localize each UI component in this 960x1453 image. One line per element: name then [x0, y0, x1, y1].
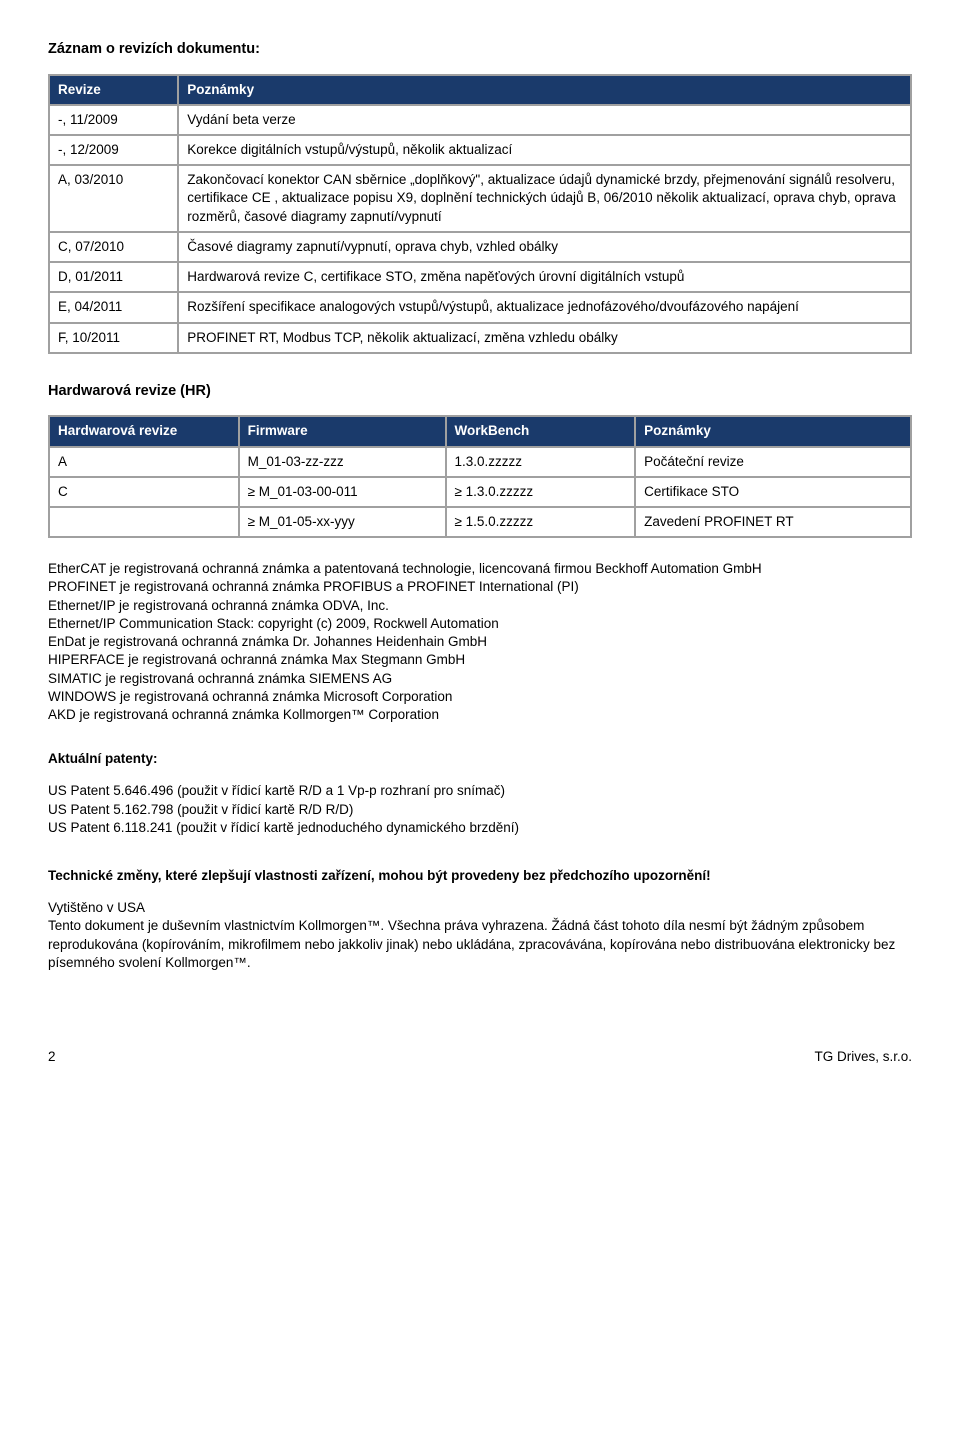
hr-c1: ≥ M_01-05-xx-yyy [239, 507, 446, 537]
rev-cell: -, 12/2009 [49, 135, 178, 165]
trademark-line: EtherCAT je registrovaná ochranná známka… [48, 560, 912, 578]
hr-th-2: WorkBench [446, 416, 636, 446]
patent-line: US Patent 6.118.241 (použit v řídicí kar… [48, 819, 912, 837]
patents-title: Aktuální patenty: [48, 750, 912, 768]
hr-th-3: Poznámky [635, 416, 911, 446]
hr-c1: M_01-03-zz-zzz [239, 447, 446, 477]
hr-c0: A [49, 447, 239, 477]
hr-th-0: Hardwarová revize [49, 416, 239, 446]
hr-c2: ≥ 1.3.0.zzzzz [446, 477, 636, 507]
rev-cell: A, 03/2010 [49, 165, 178, 232]
trademark-line: EnDat je registrovaná ochranná známka Dr… [48, 633, 912, 651]
rev-cell: D, 01/2011 [49, 262, 178, 292]
revisions-th-rev: Revize [49, 75, 178, 105]
rev-cell: E, 04/2011 [49, 292, 178, 322]
hr-table: Hardwarová revize Firmware WorkBench Poz… [48, 415, 912, 538]
patents-block: Aktuální patenty: US Patent 5.646.496 (p… [48, 750, 912, 837]
table-row: -, 12/2009Korekce digitálních vstupů/výs… [49, 135, 911, 165]
trademark-line: PROFINET je registrovaná ochranná známka… [48, 578, 912, 596]
rev-cell: F, 10/2011 [49, 323, 178, 353]
table-row: A M_01-03-zz-zzz 1.3.0.zzzzz Počáteční r… [49, 447, 911, 477]
note-cell: Časové diagramy zapnutí/vypnutí, oprava … [178, 232, 911, 262]
hr-c3: Počáteční revize [635, 447, 911, 477]
table-row: F, 10/2011PROFINET RT, Modbus TCP, někol… [49, 323, 911, 353]
note-cell: Hardwarová revize C, certifikace STO, zm… [178, 262, 911, 292]
table-row: ≥ M_01-05-xx-yyy ≥ 1.5.0.zzzzz Zavedení … [49, 507, 911, 537]
revisions-th-note: Poznámky [178, 75, 911, 105]
warning-line: Vytištěno v USA [48, 899, 912, 917]
hr-c1: ≥ M_01-03-00-011 [239, 477, 446, 507]
hr-c3: Certifikace STO [635, 477, 911, 507]
hr-c0: C [49, 477, 239, 507]
trademark-line: Ethernet/IP Communication Stack: copyrig… [48, 615, 912, 633]
hr-th-1: Firmware [239, 416, 446, 446]
hr-title: Hardwarová revize (HR) [48, 382, 912, 402]
page-number: 2 [48, 1048, 56, 1066]
note-cell: PROFINET RT, Modbus TCP, několik aktuali… [178, 323, 911, 353]
table-row: D, 01/2011Hardwarová revize C, certifika… [49, 262, 911, 292]
table-row: A, 03/2010Zakončovací konektor CAN sběrn… [49, 165, 911, 232]
table-row: C ≥ M_01-03-00-011 ≥ 1.3.0.zzzzz Certifi… [49, 477, 911, 507]
trademark-line: HIPERFACE je registrovaná ochranná známk… [48, 651, 912, 669]
trademarks-block: EtherCAT je registrovaná ochranná známka… [48, 560, 912, 724]
patent-line: US Patent 5.162.798 (použit v řídicí kar… [48, 801, 912, 819]
warning-line: Tento dokument je duševním vlastnictvím … [48, 917, 912, 972]
page-footer: 2 TG Drives, s.r.o. [48, 1048, 912, 1066]
note-cell: Korekce digitálních vstupů/výstupů, něko… [178, 135, 911, 165]
hr-c2: ≥ 1.5.0.zzzzz [446, 507, 636, 537]
trademark-line: Ethernet/IP je registrovaná ochranná zná… [48, 597, 912, 615]
revisions-table: Revize Poznámky -, 11/2009Vydání beta ve… [48, 74, 912, 354]
note-cell: Zakončovací konektor CAN sběrnice „doplň… [178, 165, 911, 232]
table-row: E, 04/2011Rozšíření specifikace analogov… [49, 292, 911, 322]
rev-cell: -, 11/2009 [49, 105, 178, 135]
patent-line: US Patent 5.646.496 (použit v řídicí kar… [48, 782, 912, 800]
table-row: -, 11/2009Vydání beta verze [49, 105, 911, 135]
trademark-line: SIMATIC je registrovaná ochranná známka … [48, 670, 912, 688]
note-cell: Rozšíření specifikace analogových vstupů… [178, 292, 911, 322]
hr-c3: Zavedení PROFINET RT [635, 507, 911, 537]
table-row: C, 07/2010Časové diagramy zapnutí/vypnut… [49, 232, 911, 262]
footer-org: TG Drives, s.r.o. [814, 1048, 912, 1066]
warning-block: Technické změny, které zlepšují vlastnos… [48, 867, 912, 972]
warning-title: Technické změny, které zlepšují vlastnos… [48, 867, 912, 885]
note-cell: Vydání beta verze [178, 105, 911, 135]
trademark-line: WINDOWS je registrovaná ochranná známka … [48, 688, 912, 706]
hr-c2: 1.3.0.zzzzz [446, 447, 636, 477]
revisions-title: Záznam o revizích dokumentu: [48, 40, 912, 60]
hr-c0 [49, 507, 239, 537]
rev-cell: C, 07/2010 [49, 232, 178, 262]
trademark-line: AKD je registrovaná ochranná známka Koll… [48, 706, 912, 724]
